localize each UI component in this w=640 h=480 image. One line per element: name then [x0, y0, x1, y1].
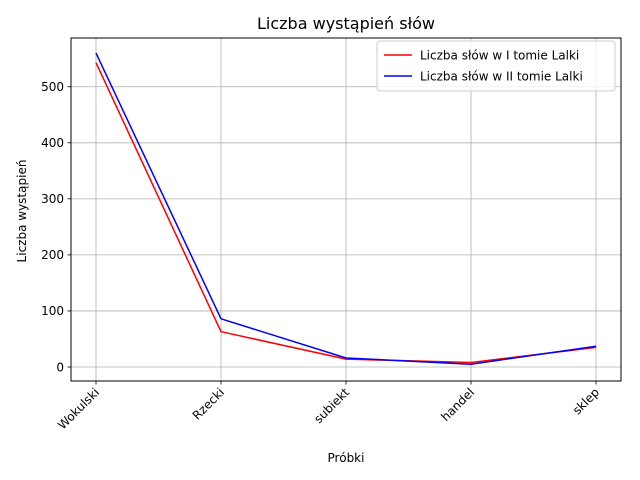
y-tick-label: 400 [41, 136, 64, 150]
y-tick-label: 300 [41, 192, 64, 206]
y-tick-label: 500 [41, 80, 64, 94]
series-line-1 [95, 62, 597, 364]
y-tick-label: 100 [41, 304, 64, 318]
legend-label-series-1: Liczba słów w I tomie Lalki [420, 49, 579, 63]
legend-entry: Liczba słów w II tomie Lalki [384, 70, 583, 84]
grid-lines [71, 38, 621, 381]
legend: Liczba słów w I tomie Lalki Liczba słów … [376, 40, 616, 92]
y-axis-ticks: 0 100 200 300 400 500 [41, 80, 71, 374]
y-axis-label: Liczba wystąpień [15, 160, 29, 263]
series-line-2 [95, 52, 597, 365]
legend-entry: Liczba słów w I tomie Lalki [384, 49, 579, 63]
x-axis-label: Próbki [328, 451, 365, 465]
chart-title: Liczba wystąpień słów [257, 14, 435, 33]
legend-label-series-2: Liczba słów w II tomie Lalki [420, 70, 583, 84]
series-lines [95, 52, 597, 365]
y-tick-label: 0 [56, 360, 64, 374]
y-tick-label: 200 [41, 248, 64, 262]
legend-box [376, 40, 616, 92]
